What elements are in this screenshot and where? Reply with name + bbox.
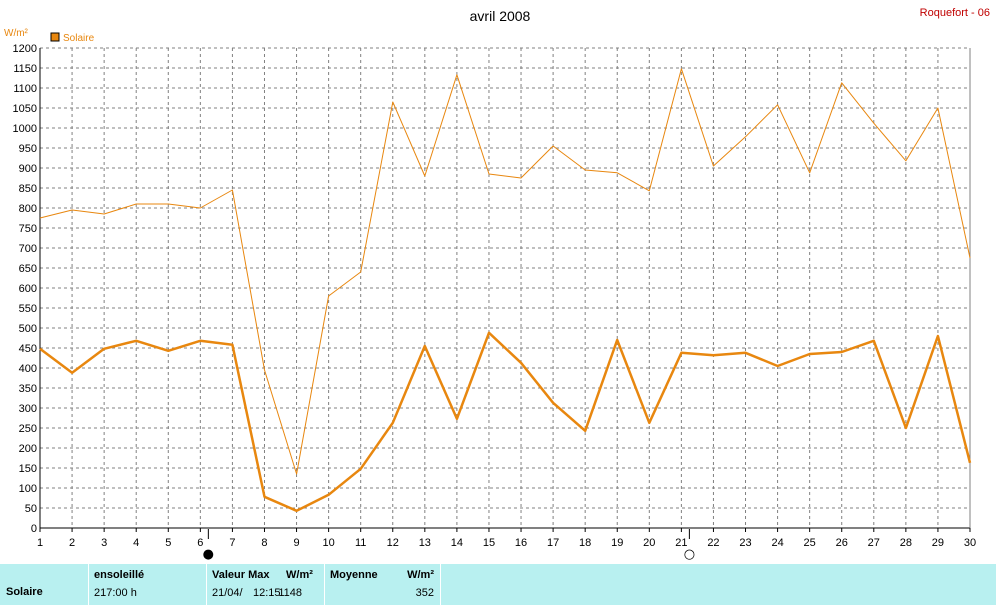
- grid: [39, 47, 971, 529]
- x-tick-label: 17: [547, 537, 559, 549]
- x-tick-label: 24: [771, 537, 783, 549]
- y-tick-label: 850: [19, 183, 37, 195]
- x-tick-label: 14: [451, 537, 463, 549]
- sunshine-value: 217:00 h: [94, 587, 137, 599]
- chart-title: avril 2008: [470, 8, 531, 24]
- x-tick-label: 11: [355, 537, 366, 549]
- y-tick-label: 250: [19, 423, 37, 435]
- y-tick-label: 1000: [13, 123, 37, 135]
- y-tick-label: 350: [19, 383, 37, 395]
- sunshine-title: ensoleillé: [94, 569, 145, 581]
- max-time: 12:15: [253, 587, 281, 599]
- x-tick-label: 28: [900, 537, 912, 549]
- x-tick-label: 18: [579, 537, 591, 549]
- x-tick-label: 9: [293, 537, 299, 549]
- y-axis-unit: W/m²: [4, 28, 29, 39]
- solar-chart: avril 2008 Roquefort - 06 W/m² Solaire 0…: [4, 7, 990, 562]
- x-tick-label: 29: [932, 537, 944, 549]
- footer-series-label: Solaire: [6, 586, 43, 598]
- series-line-2: [39, 331, 972, 513]
- x-tick-label: 12: [387, 537, 399, 549]
- y-tick-label: 950: [19, 143, 37, 155]
- x-axis-ticks: 1 2 3 4 5 6 7 8 9 10 11 12 13 14 15 16 17 18 19 20 21 22 23 24 2…: [37, 528, 976, 549]
- x-tick-label: 27: [868, 537, 880, 549]
- x-tick-label: 5: [165, 537, 171, 549]
- y-tick-label: 1150: [13, 63, 37, 75]
- series-line-1: [39, 68, 971, 475]
- y-tick-label: 50: [25, 503, 37, 515]
- y-tick-label: 500: [19, 323, 37, 335]
- x-tick-label: 6: [197, 537, 203, 549]
- y-tick-label: 400: [19, 363, 37, 375]
- y-tick-label: 150: [19, 463, 37, 475]
- max-unit: W/m²: [286, 569, 313, 581]
- x-tick-label: 2: [69, 537, 75, 549]
- x-tick-label: 16: [515, 537, 527, 549]
- y-tick-label: 900: [19, 163, 37, 175]
- y-tick-label: 600: [19, 283, 37, 295]
- max-date: 21/04/: [212, 587, 243, 599]
- x-tick-label: 20: [643, 537, 655, 549]
- x-tick-label: 13: [419, 537, 431, 549]
- x-tick-label: 25: [804, 537, 816, 549]
- max-title: Valeur Max: [212, 569, 270, 581]
- x-tick-label: 3: [101, 537, 107, 549]
- moon-phase-markers: ● ○: [203, 529, 695, 562]
- series-lines: [39, 68, 972, 513]
- legend-swatch: [50, 32, 60, 42]
- max-value: 1148: [278, 587, 302, 599]
- x-tick-label: 10: [322, 537, 334, 549]
- x-tick-label: 15: [483, 537, 495, 549]
- x-tick-label: 21: [675, 537, 687, 549]
- x-tick-label: 30: [964, 537, 976, 549]
- summary-footer: Solaire ensoleillé 217:00 h Valeur Max W…: [0, 564, 996, 605]
- y-tick-label: 550: [19, 303, 37, 315]
- y-tick-label: 1100: [13, 83, 37, 95]
- x-tick-label: 23: [739, 537, 751, 549]
- y-tick-label: 450: [19, 343, 37, 355]
- x-tick-label: 26: [836, 537, 848, 549]
- x-tick-label: 4: [133, 537, 139, 549]
- y-tick-label: 750: [19, 223, 37, 235]
- x-tick-label: 22: [707, 537, 719, 549]
- y-tick-label: 100: [19, 483, 37, 495]
- average-value: 352: [415, 587, 434, 599]
- y-tick-label: 0: [31, 523, 37, 535]
- y-tick-label: 800: [19, 203, 37, 215]
- moon-phase-icon: ○: [684, 547, 695, 562]
- average-title: Moyenne: [330, 569, 378, 581]
- y-tick-label: 300: [19, 403, 37, 415]
- legend-label: Solaire: [63, 33, 95, 44]
- y-tick-label: 1200: [13, 43, 37, 55]
- y-axis-ticks: 0 50 100 150 200 250 300 350 400 450 500 550 600 650 7…: [13, 43, 37, 535]
- moon-phase-icon: ●: [203, 547, 214, 562]
- station-name: Roquefort - 06: [920, 7, 990, 19]
- y-tick-label: 1050: [13, 103, 37, 115]
- x-tick-label: 1: [37, 537, 43, 549]
- y-tick-label: 700: [19, 243, 37, 255]
- x-tick-label: 7: [229, 537, 235, 549]
- x-tick-label: 8: [261, 537, 267, 549]
- average-unit: W/m²: [407, 569, 434, 581]
- y-tick-label: 650: [19, 263, 37, 275]
- x-tick-label: 19: [611, 537, 623, 549]
- y-tick-label: 200: [19, 443, 37, 455]
